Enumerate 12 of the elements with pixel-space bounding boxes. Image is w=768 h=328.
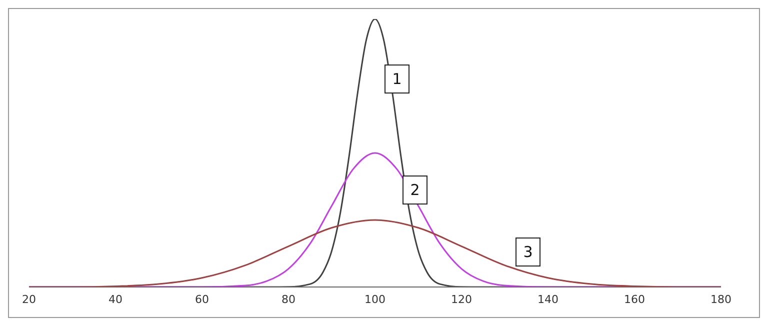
series-label: 1 (392, 70, 402, 88)
series-label: 3 (523, 243, 533, 261)
x-tick-label: 120 (451, 292, 472, 306)
x-tick-label: 20 (22, 292, 36, 306)
x-tick-label: 80 (282, 292, 296, 306)
x-tick-label: 40 (108, 292, 122, 306)
x-tick-label: 100 (364, 292, 386, 306)
x-tick-label: 140 (538, 292, 558, 306)
x-tick-label: 160 (624, 292, 645, 306)
x-tick-label: 180 (710, 292, 732, 306)
series-label: 2 (410, 181, 420, 199)
x-tick-label: 60 (195, 292, 209, 306)
